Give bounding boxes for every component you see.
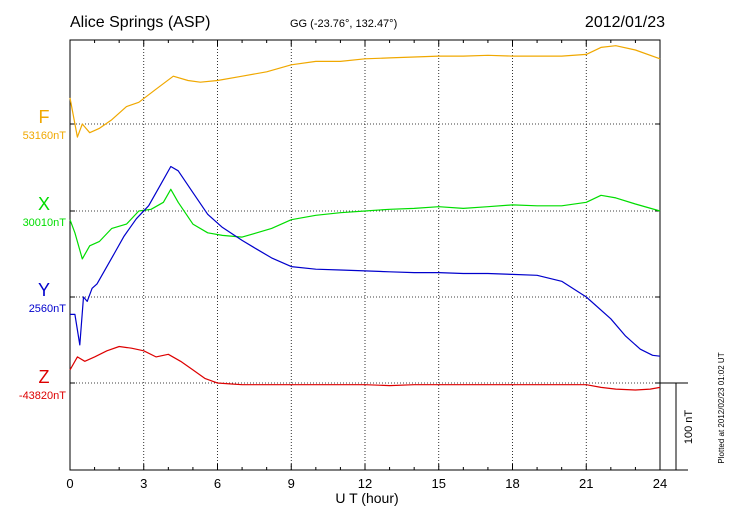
date-label: 2012/01/23 [585,14,665,31]
x-axis-tick-labels: 0 3 6 9 12 15 18 21 24 [66,476,667,491]
x-tick-label: 0 [66,476,73,491]
grid-lines [70,40,660,470]
coordinates-label: GG (-23.76°, 132.47°) [290,18,397,30]
series-lines [69,45,661,391]
series-name-f: F [39,107,50,127]
series-line-f [69,45,661,138]
x-tick-label: 9 [288,476,295,491]
plotted-timestamp: Plotted at 2012/02/23 01:02 UT [717,352,726,463]
scale-bar: 100 nT [660,382,695,471]
x-axis-ticks [69,40,661,470]
scale-bar-label: 100 nT [683,410,695,445]
series-line-z [69,345,661,391]
x-tick-label: 24 [653,476,667,491]
x-tick-label: 6 [214,476,221,491]
series-name-y: Y [38,280,50,300]
series-baseline-y: 2560nT [29,303,67,315]
series-baseline-x: 30010nT [23,217,67,229]
series-labels: F 53160nT X 30010nT Y 2560nT Z -43820nT [19,107,66,402]
x-tick-label: 15 [432,476,446,491]
series-name-z: Z [39,367,50,387]
x-tick-label: 18 [505,476,519,491]
x-tick-label: 3 [140,476,147,491]
plot-frame [69,39,661,471]
x-axis-label: U T (hour) [335,490,398,506]
series-baseline-f: 53160nT [23,130,67,142]
x-tick-label: 21 [579,476,593,491]
station-title: Alice Springs (ASP) [70,14,211,31]
series-name-x: X [38,194,50,214]
series-baseline-z: -43820nT [19,390,66,402]
series-line-y [70,165,661,357]
x-tick-label: 12 [358,476,372,491]
series-line-x [69,188,661,260]
